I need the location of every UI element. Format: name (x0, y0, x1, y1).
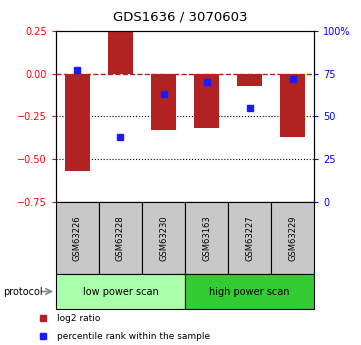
Text: log2 ratio: log2 ratio (57, 314, 101, 323)
Bar (237, 74, 262, 86)
Bar (108, 31, 134, 74)
Bar (193, 74, 219, 128)
Bar (271, 202, 314, 274)
Text: protocol: protocol (4, 287, 43, 296)
Text: GSM63227: GSM63227 (245, 215, 254, 261)
Bar (228, 202, 271, 274)
Bar (56, 274, 185, 309)
Text: GDS1636 / 3070603: GDS1636 / 3070603 (113, 10, 248, 23)
Bar (65, 74, 90, 171)
Text: GSM63163: GSM63163 (202, 215, 211, 261)
Text: GSM63228: GSM63228 (116, 215, 125, 261)
Text: GSM63229: GSM63229 (288, 215, 297, 261)
Bar (56, 202, 99, 274)
Bar (185, 202, 228, 274)
Bar (151, 74, 177, 130)
Text: GSM63230: GSM63230 (159, 215, 168, 261)
Bar (185, 274, 314, 309)
Bar (99, 202, 142, 274)
Text: low power scan: low power scan (83, 287, 158, 296)
Text: percentile rank within the sample: percentile rank within the sample (57, 332, 210, 341)
Bar (280, 74, 305, 137)
Text: high power scan: high power scan (209, 287, 290, 296)
Text: GSM63226: GSM63226 (73, 215, 82, 261)
Bar (142, 202, 185, 274)
